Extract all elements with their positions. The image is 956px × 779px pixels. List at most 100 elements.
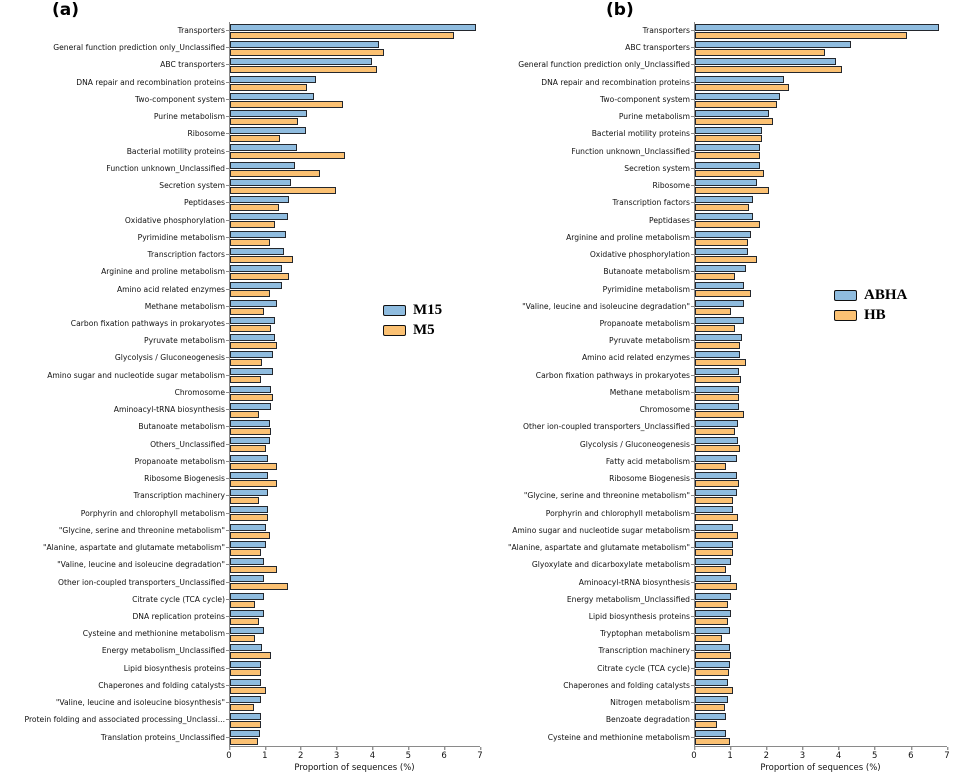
category-label: Other ion-coupled transporters_Unclassif…: [523, 422, 690, 432]
bar-pair: [691, 314, 948, 333]
bar-group: Pyrimidine metabolism: [0, 228, 481, 247]
bar-abha: [695, 627, 730, 634]
bar-m5: [230, 376, 261, 384]
bar-m15: [230, 41, 379, 49]
category-label: Benzoate degradation: [605, 715, 690, 725]
legend-swatch-orange: [383, 325, 406, 336]
bar-hb: [695, 152, 761, 160]
bar-pair: [226, 711, 481, 729]
bar-hb: [695, 100, 777, 108]
bar-hb: [695, 721, 717, 729]
bar-group: Others_Unclassified: [0, 435, 481, 453]
bar-m5: [230, 359, 263, 367]
bar-group: General function prediction only_Unclass…: [0, 39, 481, 57]
bar-pair: [226, 383, 481, 402]
category-label: Fatty acid metabolism: [605, 456, 690, 466]
category-label: Amino acid related enzymes: [581, 353, 690, 363]
bar-hb: [695, 49, 826, 57]
x-tick-label: 2: [764, 747, 769, 761]
bar-m15: [230, 265, 283, 273]
bar-pair: [691, 246, 948, 264]
category-label: Pyrimidine metabolism: [137, 232, 225, 242]
bar-group: Peptidases: [0, 194, 481, 212]
bar-pair: [226, 366, 481, 384]
bar-pair: [226, 314, 481, 333]
bar-group: DNA repair and recombination proteins: [0, 73, 481, 91]
panel-b-x-axis: 0 1 2 3 4 5 6 7: [691, 746, 950, 763]
bar-pair: [226, 539, 481, 557]
bar-pair: [691, 73, 948, 91]
bar-pair: [226, 22, 481, 40]
category-label: Chaperones and folding catalysts: [563, 680, 690, 690]
panel-a-x-axis: 0 1 2 3 4 5 6 7: [226, 746, 483, 763]
bar-abha: [695, 540, 734, 548]
legend-swatch-blue: [383, 305, 406, 316]
bar-group: Glycolysis / Gluconeogenesis: [478, 435, 948, 453]
bar-group: Cysteine and methionine metabolism: [478, 728, 948, 746]
category-label: Amino sugar and nucleotide sugar metabol…: [512, 525, 690, 535]
bar-abha: [695, 730, 726, 738]
bar-group: "Glycine, serine and threonine metabolis…: [478, 487, 948, 505]
bar-pair: [691, 228, 948, 247]
bar-hb: [695, 652, 732, 660]
panel-a-plot-area: Transporters General function prediction …: [0, 22, 481, 746]
bar-m15: [230, 351, 274, 359]
category-label: Protein folding and associated processin…: [24, 715, 225, 725]
bar-m5: [230, 31, 455, 39]
x-tick-label: 6: [908, 747, 914, 761]
bar-group: Ribosome Biogenesis: [478, 470, 948, 488]
bar-abha: [695, 334, 743, 342]
category-label: Lipid biosynthesis proteins: [123, 663, 225, 673]
bar-pair: [226, 332, 481, 350]
x-tick-label: 7: [477, 747, 483, 761]
bar-group: "Glycine, serine and threonine metabolis…: [0, 521, 481, 540]
bar-m5: [230, 66, 378, 74]
category-label: Bacterial motility proteins: [126, 146, 225, 156]
category-label: Secretion system: [159, 181, 225, 191]
category-label: General function prediction only_Unclass…: [53, 43, 225, 53]
bar-group: "Valine, leucine and isoleucine degradat…: [478, 297, 948, 315]
category-label: Chromosome: [174, 387, 225, 397]
bar-group: Purine metabolism: [478, 108, 948, 126]
bar-group: Arginine and proline metabolism: [478, 228, 948, 247]
bar-m5: [230, 307, 265, 315]
bar-group: Transporters: [0, 22, 481, 40]
category-label: Amino sugar and nucleotide sugar metabol…: [47, 370, 225, 380]
bar-m5: [230, 428, 272, 436]
bar-hb: [695, 359, 746, 367]
bar-group: Methane metabolism: [0, 297, 481, 315]
bar-pair: [691, 487, 948, 505]
category-label: Porphyrin and chlorophyll metabolism: [80, 508, 225, 518]
bar-pair: [226, 280, 481, 298]
category-label: Peptidases: [649, 215, 690, 225]
bar-pair: [691, 452, 948, 471]
bar-group: Amino sugar and nucleotide sugar metabol…: [0, 366, 481, 384]
category-label: Pyrimidine metabolism: [602, 284, 690, 294]
category-label: Methane metabolism: [144, 301, 225, 311]
category-label: Pyruvate metabolism: [144, 336, 225, 346]
bar-group: Butanoate metabolism: [0, 418, 481, 436]
bar-pair: [691, 159, 948, 178]
category-label: Porphyrin and chlorophyll metabolism: [545, 508, 690, 518]
bar-abha: [695, 678, 729, 686]
bar-pair: [691, 694, 948, 712]
bar-abha: [695, 471, 737, 479]
bar-m5: [230, 479, 277, 487]
category-label: Butanoate metabolism: [603, 267, 690, 277]
bar-pair: [226, 521, 481, 540]
bar-m15: [230, 506, 268, 514]
bar-pair: [226, 676, 481, 695]
bar-pair: [691, 177, 948, 195]
bar-group: ABC transporters: [478, 39, 948, 57]
bar-group: Protein folding and associated processin…: [0, 711, 481, 729]
bar-m5: [230, 445, 267, 453]
category-label: Other ion-coupled transporters_Unclassif…: [58, 577, 225, 587]
bar-pair: [691, 194, 948, 212]
bar-m5: [230, 393, 274, 401]
bar-group: Porphyrin and chlorophyll metabolism: [478, 504, 948, 522]
bar-pair: [691, 642, 948, 660]
bar-group: Function unknown_Unclassified: [478, 142, 948, 160]
bar-m5: [230, 342, 277, 350]
category-label: DNA replication proteins: [132, 611, 225, 621]
category-label: DNA repair and recombination proteins: [541, 77, 690, 87]
